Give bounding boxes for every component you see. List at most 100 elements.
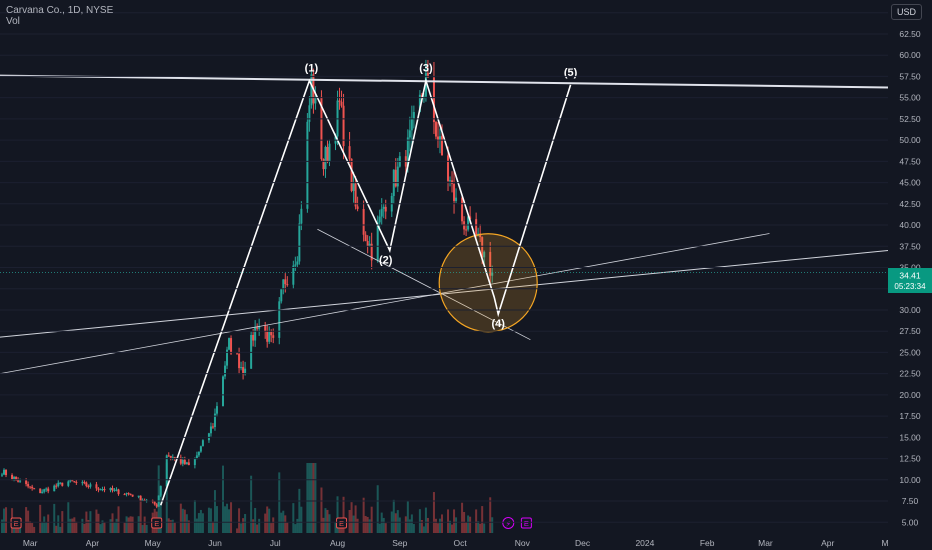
volume-bar (145, 524, 148, 533)
candle-body (185, 462, 188, 465)
earnings-marker[interactable]: E (151, 517, 163, 529)
volume-bars (1, 462, 494, 533)
volume-bar (179, 503, 182, 533)
volume-bar (185, 514, 188, 533)
candle-body (95, 484, 98, 489)
candle-body (59, 482, 62, 484)
candle-body (384, 206, 387, 212)
candle-body (230, 338, 233, 354)
candle-body (29, 486, 32, 488)
volume-bar (394, 513, 397, 533)
candle-body (491, 272, 494, 276)
volume-bar (268, 508, 271, 533)
support-trendline (0, 250, 889, 338)
volume-bar (368, 519, 371, 533)
earnings-marker[interactable]: E (336, 517, 348, 529)
candle-body (236, 353, 239, 355)
volume-bar (352, 515, 355, 533)
volume-bar (481, 506, 484, 533)
candle-body (215, 406, 218, 414)
volume-bar (328, 514, 331, 533)
candle-body (159, 486, 162, 496)
price-tick-label: 10.00 (899, 475, 921, 485)
candle-body (55, 485, 58, 487)
time-axis[interactable]: Mar Apr May Jun Jul Aug Sep Oct Nov Dec 2024 Feb Mar… (23, 538, 889, 548)
candle-body (465, 229, 468, 231)
candle-body (47, 488, 50, 492)
candle-body (436, 136, 439, 141)
price-axis[interactable]: 65.0062.5060.0057.5055.0052.5050.0047.50… (0, 8, 921, 528)
earnings-marker[interactable]: E (10, 517, 22, 529)
candle-body (440, 136, 443, 156)
price-tick-label: 50.00 (899, 135, 921, 145)
falling-trendline (317, 228, 531, 341)
candle-body (396, 166, 399, 187)
candle-body (270, 331, 273, 336)
candle-body (342, 105, 345, 147)
volume-indicator-label[interactable]: Vol (6, 16, 20, 27)
volume-bar (125, 516, 128, 533)
volume-bar (296, 518, 299, 533)
candle-body (366, 240, 369, 247)
wave-path (159, 77, 572, 506)
volume-bar (173, 522, 176, 533)
candle-body (143, 499, 146, 501)
candle-body (127, 493, 130, 495)
candle-body (320, 96, 323, 160)
candle-body (338, 100, 341, 102)
volume-bar (475, 509, 478, 533)
price-tick-label: 60.00 (899, 50, 921, 60)
volume-bar (240, 523, 243, 533)
candle-body (41, 491, 44, 494)
candle-body (43, 489, 46, 492)
volume-bar (310, 463, 313, 533)
candle-body (368, 243, 371, 247)
candle-body (109, 487, 112, 491)
currency-button[interactable]: USD (891, 4, 922, 20)
volume-bar (123, 522, 126, 533)
candle-body (362, 208, 365, 235)
candle-body (412, 112, 415, 119)
volume-bar (139, 498, 142, 533)
volume-bar (103, 522, 106, 533)
volume-bar (215, 506, 218, 533)
candle-body (211, 426, 214, 428)
marker-label: ⚡ (505, 520, 511, 529)
candle-body (85, 482, 88, 487)
volume-bar (320, 487, 323, 533)
volume-bar (382, 517, 385, 533)
price-tick-label: 7.50 (902, 496, 919, 506)
candle-body (69, 479, 72, 482)
volume-bar (479, 523, 482, 533)
candle-body (294, 264, 297, 266)
dividend-marker[interactable]: ⚡ (502, 517, 515, 529)
volume-bar (483, 523, 486, 533)
volume-bar (264, 513, 267, 533)
volume-bar (73, 517, 76, 533)
wave-pattern (159, 77, 572, 506)
volume-bar (141, 525, 144, 533)
price-tick-label: 37.50 (899, 241, 921, 251)
earnings-marker[interactable]: E (520, 517, 532, 529)
candle-body (153, 501, 156, 505)
volume-bar (143, 516, 146, 533)
volume-bar (376, 485, 379, 533)
candle-body (57, 482, 60, 487)
symbol-title: Carvana Co., 1D, NYSE (6, 5, 114, 16)
candle-body (13, 477, 16, 479)
candle-body (467, 216, 470, 230)
volume-bar (137, 516, 140, 533)
volume-bar (169, 520, 172, 533)
volume-bar (449, 520, 452, 533)
volume-bar (29, 521, 32, 533)
candle-body (296, 261, 299, 265)
volume-bar (461, 502, 464, 533)
candle-body (340, 101, 343, 106)
volume-bar (59, 526, 62, 533)
candle-body (15, 477, 18, 480)
volume-bar (109, 519, 112, 533)
candle-body (322, 159, 325, 170)
volume-bar (171, 519, 174, 533)
volume-bar (469, 516, 472, 533)
